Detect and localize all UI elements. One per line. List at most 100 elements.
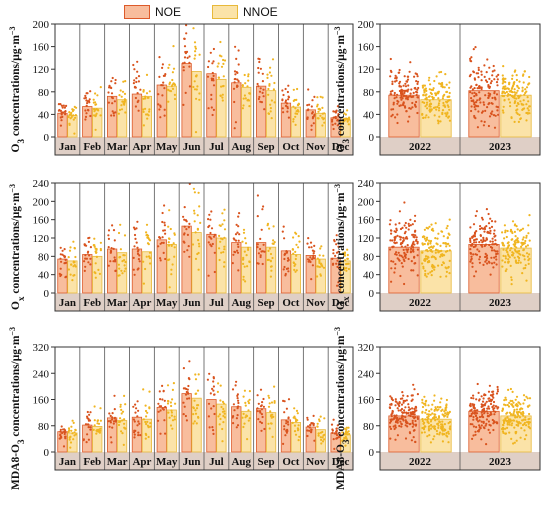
point-noe-5-1-92 [490,413,493,416]
point-nnoe-1-1-29 [515,78,519,82]
point-nnoe-0-6-17 [221,99,224,102]
point-noe-3-0-116 [402,258,405,261]
point-nnoe-2-11-11 [346,253,349,257]
point-nnoe-0-6-10 [222,75,225,78]
y-tick-label-4-0: 0 [44,447,50,459]
point-nnoe-0-6-14 [221,85,224,88]
point-noe-2-11-3 [337,281,340,284]
point-noe-2-10-19 [312,254,315,257]
point-noe-3-0-123 [414,229,417,232]
point-nnoe-1-1-39 [502,105,505,108]
point-noe-1-0-74 [417,86,420,90]
point-nnoe-5-1-124 [517,424,520,427]
point-noe-2-0-10 [58,272,61,275]
point-nnoe-0-0-0 [68,111,71,114]
point-nnoe-5-1-31 [510,403,513,406]
bar-noe-2-6 [206,233,217,294]
point-nnoe-0-1-18 [93,114,96,117]
point-noe-3-0-80 [403,282,406,286]
point-nnoe-2-8-16 [271,242,274,245]
point-noe-0-0-5 [60,104,64,107]
point-noe-5-0-74 [410,399,413,402]
point-noe-5-0-51 [413,417,416,420]
point-nnoe-0-6-3 [220,85,223,88]
point-noe-2-4-7 [163,204,166,207]
point-noe-2-11-12 [337,262,340,266]
point-noe-1-0-102 [391,82,394,86]
point-nnoe-0-9-15 [292,99,295,102]
point-noe-4-4-12 [157,410,160,413]
point-noe-2-3-8 [132,226,136,229]
point-noe-0-8-10 [258,95,261,99]
point-nnoe-2-8-9 [269,265,273,268]
point-nnoe-5-1-118 [523,438,527,441]
point-noe-4-2-16 [109,414,112,417]
point-noe-4-6-19 [212,385,215,388]
point-nnoe-2-8-13 [270,269,273,272]
point-noe-5-1-147 [496,421,499,424]
point-noe-0-4-17 [163,114,166,117]
point-noe-1-0-50 [416,80,420,83]
point-noe-4-8-9 [262,397,265,401]
point-nnoe-2-7-10 [242,262,245,265]
point-nnoe-5-1-1 [508,431,511,434]
point-nnoe-2-9-0 [293,268,296,271]
point-noe-2-7-13 [234,239,238,242]
y-tick-label-0-5: 200 [33,19,50,31]
point-noe-3-0-75 [400,242,403,245]
point-noe-4-4-14 [163,419,166,422]
point-nnoe-4-9-15 [293,407,296,410]
point-nnoe-4-1-18 [93,405,96,408]
point-noe-5-1-85 [469,402,472,405]
point-nnoe-4-0-12 [71,432,74,435]
point-noe-1-1-88 [484,94,487,97]
y-tick-label-3-4: 160 [358,215,375,227]
point-nnoe-1-0-70 [437,97,440,100]
point-noe-4-3-19 [136,424,139,427]
point-noe-4-8-5 [257,418,260,421]
point-noe-4-7-5 [237,399,240,402]
point-noe-4-7-0 [236,424,240,427]
point-noe-5-0-12 [394,424,397,427]
point-nnoe-3-1-49 [528,253,531,256]
point-nnoe-5-0-72 [421,411,424,414]
point-noe-2-11-4 [332,248,335,252]
point-noe-3-0-128 [403,232,406,235]
point-nnoe-3-0-125 [445,227,448,230]
point-nnoe-5-0-41 [435,429,438,433]
point-noe-0-11-19 [335,110,338,113]
point-noe-0-4-19 [162,74,165,77]
point-noe-2-7-15 [237,225,240,228]
point-noe-2-6-7 [209,231,212,235]
point-noe-4-7-16 [236,414,239,417]
point-noe-1-1-82 [476,126,479,129]
point-nnoe-2-10-0 [316,257,319,260]
point-nnoe-0-2-19 [123,103,126,106]
point-nnoe-1-0-96 [427,95,431,98]
point-noe-1-1-64 [473,87,476,90]
point-noe-3-1-55 [483,227,487,231]
point-nnoe-3-0-113 [430,256,433,259]
axis-ylabel-3: Ox concentrations/μg·m−3 [333,184,352,310]
point-noe-5-1-10 [485,400,488,403]
point-nnoe-3-1-78 [518,252,521,255]
point-nnoe-2-0-8 [68,249,72,252]
point-nnoe-1-0-61 [448,108,451,111]
point-nnoe-2-7-5 [242,228,246,231]
point-nnoe-3-1-116 [522,249,525,252]
point-noe-0-6-12 [211,71,214,75]
point-nnoe-5-1-142 [506,419,510,423]
bar-noe-4-5 [181,393,192,453]
point-nnoe-5-0-124 [422,402,426,405]
point-noe-3-1-7 [491,240,494,243]
point-noe-1-1-125 [475,72,478,75]
point-noe-3-0-112 [400,245,403,248]
point-nnoe-0-2-2 [120,95,123,98]
point-noe-4-5-3 [187,384,190,388]
point-nnoe-0-6-16 [219,40,222,44]
point-noe-0-4-6 [163,87,166,90]
point-nnoe-4-11-17 [344,444,347,447]
point-nnoe-5-0-121 [422,422,425,425]
point-nnoe-5-1-147 [510,422,514,425]
point-noe-2-8-14 [262,243,265,246]
